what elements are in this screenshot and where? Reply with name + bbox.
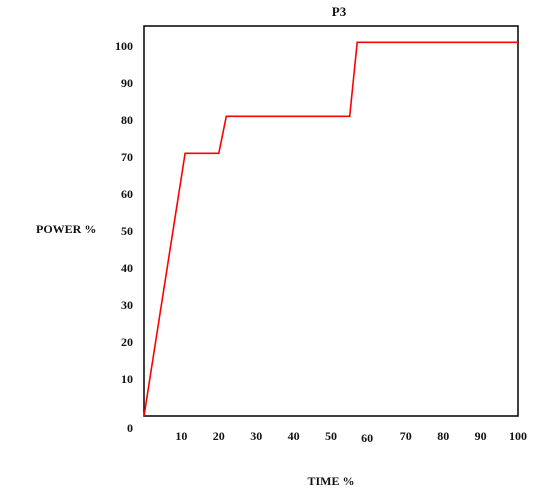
- y-tick-label: 50: [121, 224, 133, 238]
- y-axis-label: POWER %: [36, 222, 96, 236]
- y-tick-label: 90: [121, 76, 133, 90]
- x-tick-labels: 10 20 30 40 50 60 70 80 90 100: [175, 429, 527, 445]
- y-tick-labels: 0 10 20 30 40 50 60 70 80 90 100: [115, 39, 133, 435]
- chart-title: P3: [332, 4, 347, 19]
- x-axis-label: TIME %: [307, 474, 354, 488]
- x-tick-label: 10: [175, 429, 187, 443]
- x-tick-label: 50: [325, 429, 337, 443]
- y-tick-label: 20: [121, 335, 133, 349]
- y-tick-label: 100: [115, 39, 133, 53]
- x-tick-label: 30: [250, 429, 262, 443]
- x-tick-label: 80: [437, 429, 449, 443]
- x-tick-label: 100: [509, 429, 527, 443]
- y-tick-label: 10: [121, 372, 133, 386]
- series-line: [143, 41, 518, 417]
- y-tick-label: 0: [127, 421, 133, 435]
- y-tick-label: 70: [121, 150, 133, 164]
- y-tick-label: 30: [121, 298, 133, 312]
- x-tick-label: 60: [361, 431, 373, 445]
- plot-frame: [143, 25, 519, 417]
- x-tick-label: 40: [288, 429, 300, 443]
- x-tick-label: 20: [213, 429, 225, 443]
- y-tick-label: 60: [121, 187, 133, 201]
- y-tick-label: 40: [121, 261, 133, 275]
- x-tick-label: 90: [475, 429, 487, 443]
- x-tick-label: 70: [400, 429, 412, 443]
- y-tick-label: 80: [121, 113, 133, 127]
